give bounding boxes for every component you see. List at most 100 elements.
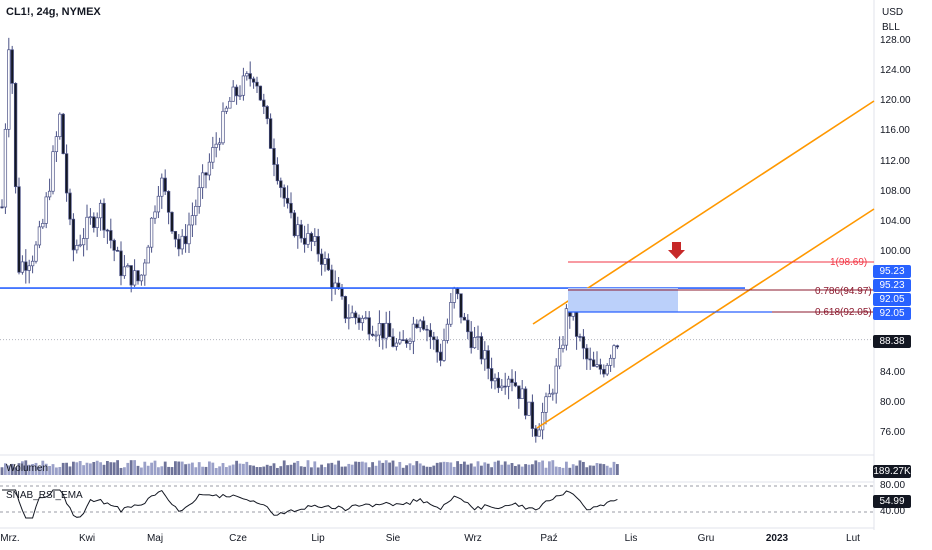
candle-down (71, 218, 76, 251)
candle-up (554, 365, 558, 394)
volume-bar (221, 463, 225, 475)
candle-down (510, 378, 514, 383)
candle-up (476, 336, 480, 338)
volume-bar (123, 467, 126, 475)
candle-down (268, 118, 273, 149)
symbol-title: CL1!, 24g, NYMEX (6, 6, 101, 18)
candle-down (513, 382, 518, 387)
volume-bar (609, 467, 612, 475)
volume-bar (306, 460, 310, 475)
volume-bar (347, 463, 351, 475)
candle-up (547, 393, 552, 398)
candle-up (44, 196, 48, 224)
candle-up (296, 224, 300, 237)
rsi-lower-tick: 40.00 (880, 506, 906, 517)
candle-up (551, 392, 555, 395)
candle-down (173, 231, 178, 240)
volume-bar (395, 466, 398, 475)
candle-down (251, 78, 256, 83)
volume-bar (432, 465, 436, 475)
volume-bar (157, 467, 160, 475)
candle-up (41, 223, 45, 228)
volume-bar (78, 461, 82, 475)
candle-down (68, 192, 72, 220)
volume-bar (92, 461, 96, 475)
candle-down (265, 106, 269, 120)
candle-down (136, 270, 140, 282)
candle-up (323, 258, 327, 265)
candle-down (0, 206, 4, 209)
candle-down (428, 329, 433, 338)
candle-up (527, 401, 531, 416)
volume-bar (412, 465, 415, 475)
volume-bar (571, 464, 575, 475)
volume-bar (126, 462, 130, 475)
volume-bar (242, 463, 245, 475)
fib-label-1: 1(98.69) (830, 257, 868, 268)
volume-bar (109, 462, 113, 475)
candle-down (469, 331, 473, 349)
volume-bar (262, 466, 266, 475)
volume-bar (463, 461, 466, 475)
volume-bar (265, 464, 269, 475)
candle-up (445, 323, 450, 341)
candle-up (350, 312, 354, 318)
candle-up (442, 340, 446, 361)
candle-down (292, 212, 297, 237)
candle-up (156, 195, 161, 213)
volume-bar (520, 466, 524, 475)
candle-down (326, 258, 331, 271)
volume-bar (500, 464, 504, 475)
volume-bar (320, 464, 323, 475)
channel-upper-line (532, 100, 875, 325)
volume-bar (119, 467, 123, 475)
volume-bar (371, 462, 374, 475)
candle-up (27, 265, 31, 271)
candle-up (483, 350, 487, 360)
volume-bar (374, 465, 378, 475)
candle-up (51, 151, 55, 192)
volume-bar (554, 466, 558, 475)
candle-down (24, 261, 28, 271)
candle-down (387, 322, 392, 338)
volume-bar (55, 467, 58, 475)
volume-bar (333, 464, 337, 475)
candle-up (221, 110, 225, 144)
candle-down (119, 250, 123, 277)
candle-down (279, 180, 283, 188)
volume-bar (568, 467, 572, 475)
volume-bar (548, 461, 551, 475)
volume-bar (299, 466, 303, 475)
candle-up (139, 274, 144, 282)
candle-up (81, 238, 86, 246)
candle-down (262, 99, 266, 107)
volume-bar (514, 465, 517, 475)
volume-bar (480, 465, 483, 475)
volume-bar (75, 462, 79, 475)
volume-bar (0, 467, 4, 475)
candle-down (459, 293, 463, 318)
candle-up (122, 266, 127, 277)
candle-down (330, 269, 334, 289)
volume-bar (286, 465, 289, 475)
candle-down (466, 319, 470, 333)
fib-label-0618: 0.618(92.05) (815, 307, 872, 318)
candle-up (190, 215, 195, 226)
candle-up (197, 187, 201, 207)
candle-up (153, 211, 157, 219)
volume-bar (595, 463, 599, 475)
candle-down (581, 336, 586, 349)
candle-down (585, 347, 589, 360)
candle-down (13, 82, 18, 188)
candle-up (75, 245, 79, 251)
volume-bar (17, 463, 21, 475)
volume-bar (21, 461, 24, 475)
candle-up (306, 233, 310, 245)
rsi-upper-tick: 80.00 (880, 480, 906, 491)
volume-bar (245, 461, 249, 475)
last-price-tag: 88.38 (873, 335, 911, 348)
time-tick: Kwi (78, 533, 96, 544)
time-tick: Lut (846, 533, 860, 544)
candle-down (204, 172, 208, 176)
